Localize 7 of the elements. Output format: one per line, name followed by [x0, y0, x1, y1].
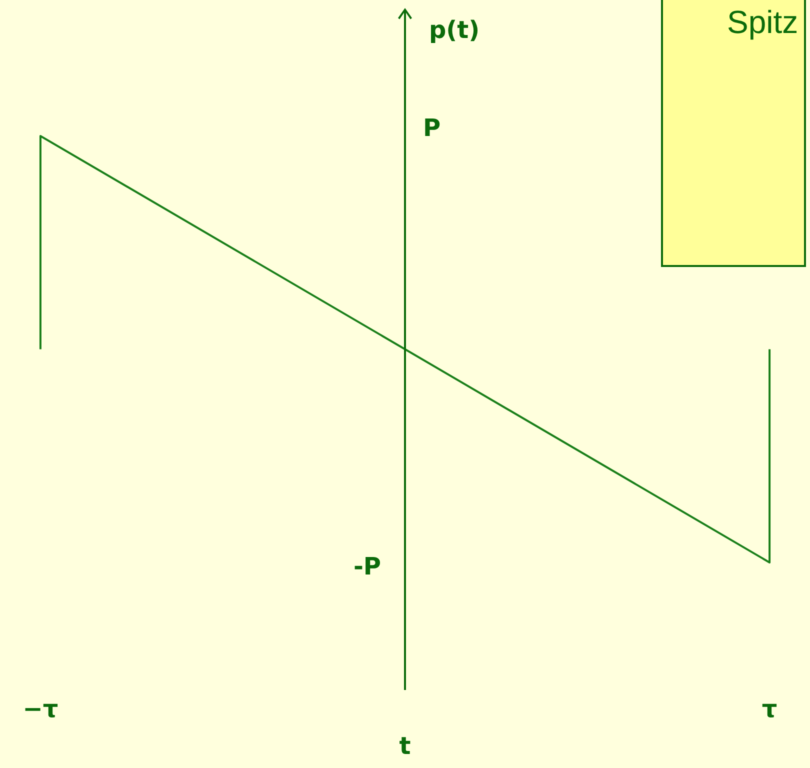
x-tick-label: −τ: [22, 695, 58, 724]
annotation: P: [423, 114, 441, 142]
note-box: Spitz: [661, 0, 806, 267]
annotation: -P: [353, 552, 381, 581]
x-tick-label: τ: [762, 695, 778, 724]
x-axis-title: t: [399, 732, 411, 760]
y-axis-title: p(t): [429, 16, 480, 44]
